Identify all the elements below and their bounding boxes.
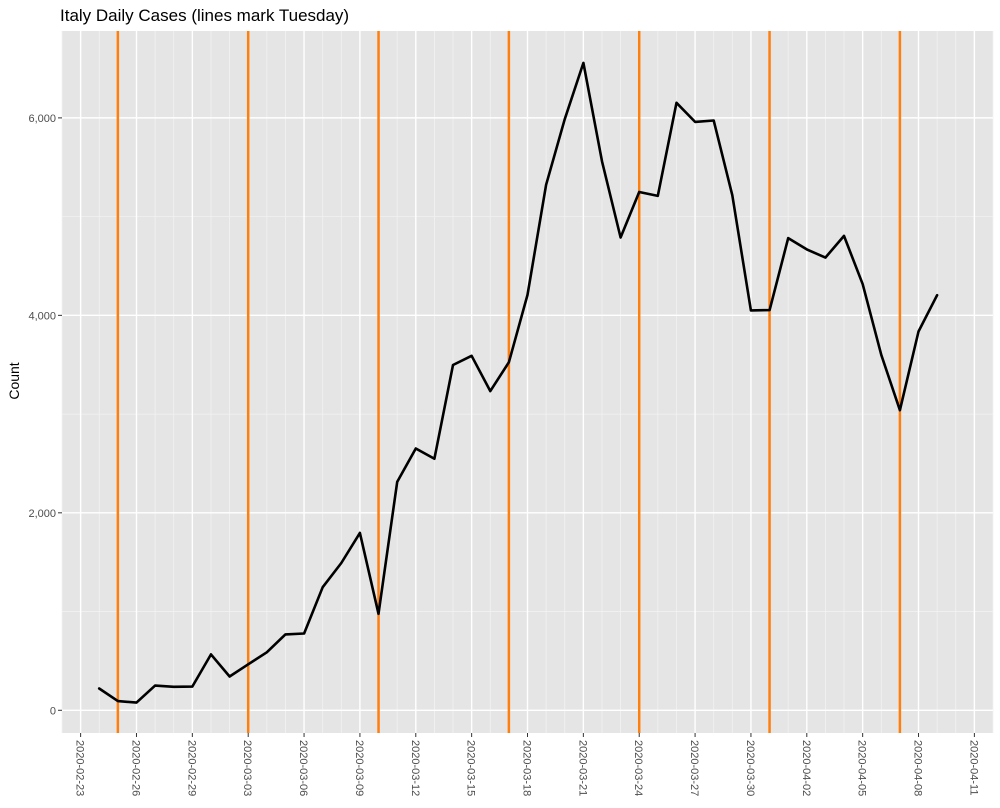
data-point (173, 686, 175, 688)
tuesday-reference-lines (116, 31, 902, 733)
data-point (862, 283, 864, 285)
series-layer (97, 61, 939, 704)
data-point (340, 562, 342, 564)
data-point (415, 448, 417, 449)
x-axis: 2020-02-23 2020-02-26 2020-02-29 2020-03-03… (74, 733, 979, 796)
data-point (322, 586, 324, 588)
data-point (396, 481, 398, 483)
x-tick-label: 2020-04-05 (856, 740, 868, 796)
data-point (806, 248, 808, 250)
data-point (620, 237, 622, 238)
x-tick-label: 2020-03-30 (744, 740, 756, 796)
data-point (899, 409, 901, 411)
data-point (750, 309, 752, 311)
data-point (508, 361, 510, 363)
data-point (731, 194, 733, 196)
x-tick-label: 2020-03-06 (297, 740, 309, 796)
x-tick-label: 2020-04-11 (967, 740, 979, 795)
data-point (229, 676, 231, 677)
data-point (880, 354, 882, 356)
x-tick-label: 2020-03-18 (521, 740, 533, 796)
y-tick-label: 0 (50, 705, 56, 717)
data-point (787, 237, 789, 239)
data-point (433, 458, 435, 460)
y-tick-label: 6,000 (28, 113, 56, 125)
data-point (136, 702, 137, 704)
x-tick-label: 2020-02-26 (130, 740, 142, 796)
x-tick-label: 2020-03-27 (688, 740, 700, 796)
x-tick-label: 2020-03-21 (576, 740, 588, 796)
data-point (98, 688, 100, 689)
y-axis: 0 2,000 4,000 6,000 (28, 113, 62, 717)
y-tick-label: 2,000 (28, 508, 56, 520)
data-point (303, 633, 305, 634)
data-point (824, 257, 826, 259)
data-point (154, 685, 156, 687)
data-point (489, 390, 491, 392)
y-axis-title: Count (6, 362, 22, 399)
x-tick-label: 2020-04-08 (912, 740, 924, 796)
data-point (117, 700, 119, 702)
data-point (191, 686, 193, 688)
data-point (601, 160, 603, 162)
chart-title: Italy Daily Cases (lines mark Tuesday) (60, 6, 349, 25)
data-point (359, 532, 361, 534)
data-point (694, 121, 696, 123)
data-point (545, 184, 547, 186)
data-point (713, 120, 715, 121)
data-point (638, 191, 640, 193)
data-point (676, 102, 677, 104)
data-point (918, 331, 919, 332)
data-point (378, 613, 379, 615)
x-tick-label: 2020-02-23 (74, 740, 86, 796)
data-point (284, 633, 286, 635)
data-point (657, 195, 659, 197)
data-point (210, 653, 212, 655)
x-tick-label: 2020-03-03 (241, 740, 253, 796)
data-point (564, 118, 566, 120)
x-tick-label: 2020-03-15 (465, 740, 477, 796)
data-point (247, 663, 249, 665)
x-tick-label: 2020-03-09 (353, 740, 365, 796)
data-point (769, 309, 771, 311)
x-tick-label: 2020-03-24 (632, 740, 644, 796)
series-line (97, 61, 939, 704)
data-point (527, 294, 528, 296)
data-point (843, 235, 845, 237)
data-point (471, 355, 473, 357)
x-tick-label: 2020-03-12 (409, 740, 421, 796)
data-point (266, 651, 268, 653)
y-tick-label: 4,000 (28, 310, 56, 322)
x-tick-label: 2020-02-29 (185, 740, 197, 796)
data-point (452, 364, 454, 366)
data-point (582, 62, 584, 64)
data-point (936, 294, 938, 296)
x-tick-label: 2020-04-02 (800, 740, 812, 796)
